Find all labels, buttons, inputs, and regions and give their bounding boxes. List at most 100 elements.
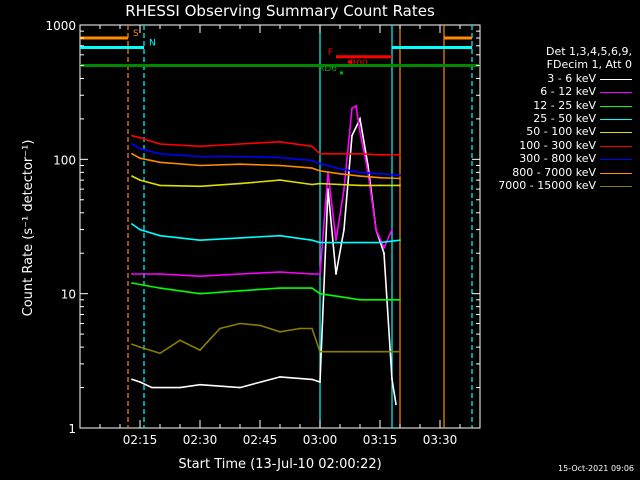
data-point: [319, 162, 321, 165]
data-point: [311, 378, 313, 381]
flag-label: N: [149, 38, 156, 48]
data-point: [319, 292, 321, 295]
legend: Det 1,3,4,5,6,9, FDecim 1, Att 0 3 - 6 k…: [478, 45, 636, 192]
data-point: [339, 167, 341, 170]
data-point: [131, 378, 133, 381]
data-point: [359, 175, 361, 178]
data-point: [351, 134, 353, 137]
x-axis-label: Start Time (13-Jul-10 02:00:22): [178, 457, 381, 472]
data-point: [359, 241, 361, 244]
data-point: [139, 147, 141, 150]
x-tick-label: 02:45: [243, 433, 278, 447]
data-point: [131, 152, 133, 155]
data-point: [279, 287, 281, 290]
data-point: [399, 239, 401, 242]
data-point: [399, 177, 401, 180]
legend-entry: 800 - 7000 keV: [478, 166, 636, 179]
data-point: [199, 275, 201, 278]
series-line: [131, 282, 400, 301]
data-point: [311, 183, 313, 186]
data-point: [359, 298, 361, 301]
legend-entry: 300 - 800 keV: [478, 152, 636, 165]
data-point: [359, 184, 361, 187]
legend-entry: 25 - 50 keV: [478, 112, 636, 125]
x-tick-label: 03:15: [363, 433, 398, 447]
data-point: [311, 159, 313, 162]
series-line: [131, 223, 401, 244]
data-point: [383, 246, 385, 249]
legend-entry-label: 800 - 7000 keV: [512, 165, 596, 179]
legend-swatch: [600, 172, 632, 174]
data-point: [199, 239, 201, 242]
data-point: [399, 153, 401, 156]
data-point: [395, 403, 397, 406]
data-point: [159, 184, 161, 187]
legend-entry: 6 - 12 keV: [478, 85, 636, 98]
data-point: [219, 327, 221, 330]
data-point: [399, 174, 401, 177]
data-point: [239, 155, 241, 158]
data-point: [311, 287, 313, 290]
data-point: [311, 239, 313, 242]
data-point: [379, 153, 381, 156]
data-point: [279, 376, 281, 378]
data-point: [379, 241, 381, 244]
x-tick-label: 02:15: [123, 433, 158, 447]
y-tick-label: 100: [53, 153, 76, 167]
data-point: [399, 350, 401, 353]
data-point: [239, 163, 241, 166]
legend-header-line-2: FDecim 1, Att 0: [546, 58, 632, 72]
data-point: [359, 152, 361, 155]
data-point: [239, 143, 241, 145]
data-point: [239, 386, 241, 389]
data-point: [311, 145, 313, 148]
x-tick-label: 03:30: [423, 433, 458, 447]
data-point: [355, 104, 357, 107]
data-point: [299, 327, 301, 330]
data-point: [379, 176, 381, 179]
legend-swatch: [600, 105, 632, 107]
legend-swatch: [600, 145, 632, 147]
data-point: [199, 349, 201, 352]
legend-entry-label: 6 - 12 keV: [540, 85, 596, 99]
data-point: [319, 350, 321, 353]
series-line: [131, 116, 397, 405]
data-point: [199, 383, 201, 386]
data-point: [139, 136, 141, 139]
legend-entry: 50 - 100 keV: [478, 125, 636, 138]
plot-frame: [79, 24, 481, 429]
data-point: [319, 273, 321, 275]
data-point: [339, 183, 341, 186]
legend-entry: 12 - 25 keV: [478, 99, 636, 112]
flag-label: RD6: [318, 64, 337, 74]
data-point: [159, 273, 161, 275]
series-line: [131, 134, 400, 156]
chart-title: RHESSI Observing Summary Count Rates: [125, 2, 435, 20]
legend-entry-label: 25 - 50 keV: [533, 111, 596, 125]
y-tick-label: 1000: [45, 19, 76, 33]
data-point: [199, 164, 201, 167]
data-point: [359, 117, 361, 120]
series-line: [131, 175, 400, 188]
data-point: [319, 170, 321, 172]
y-axis-label: Count Rate (s⁻¹ detector⁻¹): [21, 140, 36, 317]
y-tick-label: 1: [68, 422, 76, 436]
legend-swatch: [600, 132, 632, 134]
data-point: [279, 140, 281, 143]
data-point: [131, 223, 133, 225]
data-point: [131, 273, 133, 275]
legend-entry-label: 3 - 6 keV: [547, 71, 596, 85]
data-point: [159, 161, 161, 164]
data-point: [179, 386, 181, 389]
data-point: [327, 188, 329, 191]
data-point: [351, 107, 353, 110]
data-point: [367, 164, 369, 167]
series-line: [131, 322, 400, 355]
data-point: [379, 184, 381, 187]
data-point: [239, 273, 241, 275]
data-point: [239, 322, 241, 325]
legend-swatch: [600, 185, 632, 187]
data-point: [399, 298, 401, 301]
data-point: [391, 378, 393, 381]
